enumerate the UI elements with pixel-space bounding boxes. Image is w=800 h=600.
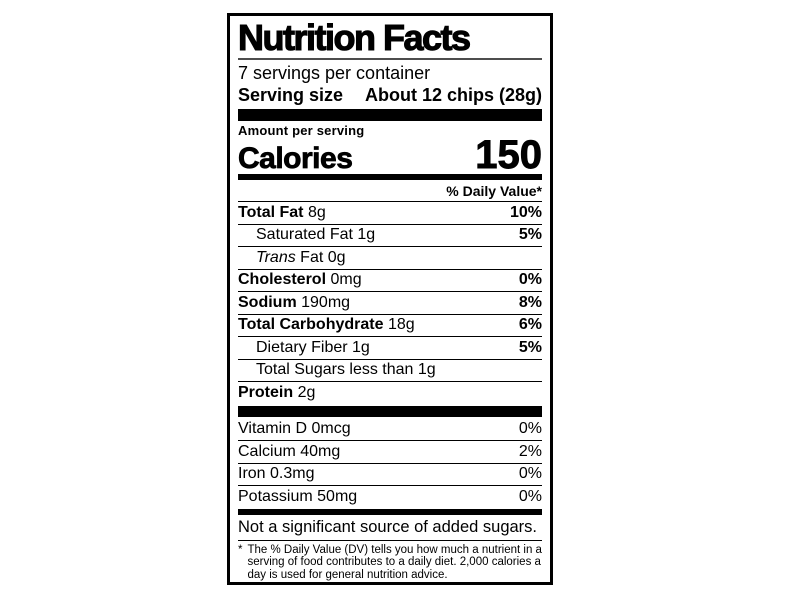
- nutrient-dv: 8%: [518, 293, 542, 311]
- nutrient-name-bold: Sodium: [238, 293, 297, 311]
- nutrient-name-bold: Protein: [238, 383, 294, 401]
- nutrient-name: Cholesterol 0mg: [238, 271, 362, 290]
- footnote-text: The % Daily Value (DV) tells you how muc…: [247, 543, 542, 581]
- amount-per-serving-label: Amount per serving: [238, 123, 365, 138]
- nutrient-amount: 0g: [327, 248, 346, 266]
- nutrient-amount: 2g: [297, 383, 316, 401]
- nutrient-name: Total Fat 8g: [238, 204, 326, 223]
- nutrient-name: Sodium 190mg: [238, 294, 350, 313]
- nutrient-row-total-sugars: Total Sugars less than 1g: [238, 358, 542, 382]
- nutrient-dv: 5%: [518, 226, 542, 243]
- added-sugars-disclaimer: Not a significant source of added sugars…: [238, 517, 538, 536]
- nutrient-name-bold: Total Fat: [238, 203, 304, 221]
- nutrient-dv: 0%: [518, 271, 542, 288]
- nutrient-name: Total Sugars less than 1g: [256, 361, 436, 380]
- nutrient-name-bold: Total Carbohydrate: [238, 316, 384, 333]
- calories-value: 150: [475, 133, 543, 177]
- title-divider: [238, 58, 542, 60]
- thick-divider-bar: [238, 405, 542, 417]
- calories-label: Calories: [238, 142, 354, 176]
- nutrient-name: Dietary Fiber 1g: [256, 339, 370, 358]
- vitamin-amount: 0mcg: [311, 420, 351, 437]
- nutrient-name-bold: Cholesterol: [238, 271, 327, 288]
- calories-row: Calories 150: [238, 133, 543, 177]
- serving-size-row: Serving size About 12 chips (28g): [238, 84, 542, 106]
- nutrient-row-dietary-fiber: Dietary Fiber 1g 5%: [238, 336, 542, 359]
- nutrient-name-text: Saturated Fat: [256, 226, 353, 243]
- nutrient-name-text: Dietary Fiber: [256, 338, 348, 356]
- medium-divider-bar: [238, 174, 542, 180]
- thick-divider-bar: [238, 109, 542, 121]
- vitamin-amount: 50mg: [317, 487, 358, 505]
- vitamin-name-text: Potassium: [238, 487, 313, 505]
- nutrient-amount: 18g: [387, 316, 415, 333]
- nutrient-row-sodium: Sodium 190mg 8%: [238, 291, 542, 314]
- vitamin-name: Vitamin D 0mcg: [238, 420, 351, 439]
- vitamin-name: Iron 0.3mg: [238, 465, 315, 484]
- nutrient-row-cholesterol: Cholesterol 0mg 0%: [238, 268, 542, 292]
- nutrient-amount: 1g: [357, 226, 376, 243]
- vitamin-dv: 0%: [518, 420, 542, 437]
- vitamin-amount: 0.3mg: [270, 465, 315, 482]
- footnote-divider: [238, 539, 542, 541]
- footnote-asterisk: *: [238, 543, 243, 556]
- nutrition-facts-label: Nutrition Facts 7 servings per container…: [227, 13, 553, 585]
- daily-value-footnote: * The % Daily Value (DV) tells you how m…: [238, 541, 542, 582]
- serving-size-value: About 12 chips (28g): [364, 85, 542, 105]
- nutrient-name-italic: Trans: [256, 248, 296, 266]
- vitamin-row-iron: Iron 0.3mg 0%: [238, 462, 542, 486]
- nutrient-amount: 0mg: [330, 271, 362, 288]
- nutrient-row-trans-fat: Trans Fat 0g: [238, 246, 542, 269]
- vitamin-dv: 0%: [518, 465, 542, 482]
- vitamin-dv: 2%: [518, 442, 542, 460]
- nutrient-name: Total Carbohydrate 18g: [238, 316, 415, 335]
- label-title: Nutrition Facts: [237, 17, 471, 58]
- medium-divider-bar: [238, 508, 542, 515]
- nutrient-row-total-fat: Total Fat 8g 10%: [238, 201, 542, 224]
- vitamin-name-text: Iron: [238, 465, 266, 482]
- nutrient-name: Protein 2g: [238, 384, 315, 403]
- nutrient-row-protein: Protein 2g: [238, 381, 542, 404]
- nutrient-amount: 190mg: [301, 293, 351, 311]
- serving-size-label: Serving size: [238, 85, 344, 105]
- nutrient-amount: 8g: [307, 203, 326, 221]
- vitamin-name-text: Calcium: [238, 442, 296, 460]
- nutrient-amount: 1g: [352, 338, 370, 356]
- vitamin-name: Potassium 50mg: [238, 488, 357, 507]
- vitamin-name: Calcium 40mg: [238, 443, 340, 462]
- nutrient-row-saturated-fat: Saturated Fat 1g 5%: [238, 223, 542, 247]
- vitamin-amount: 40mg: [300, 442, 341, 460]
- vitamin-row-potassium: Potassium 50mg 0%: [238, 485, 542, 508]
- nutrient-name-text: Total Sugars: [256, 361, 345, 378]
- vitamin-dv: 0%: [518, 487, 542, 505]
- nutrient-name: Trans Fat 0g: [256, 249, 346, 268]
- nutrient-amount: less than 1g: [349, 361, 436, 378]
- servings-per-container: 7 servings per container: [238, 63, 431, 83]
- nutrient-dv: 5%: [518, 338, 542, 356]
- vitamin-row-calcium: Calcium 40mg 2%: [238, 440, 542, 463]
- nutrient-row-total-carbohydrate: Total Carbohydrate 18g 6%: [238, 313, 542, 337]
- daily-value-header: % Daily Value*: [446, 183, 542, 199]
- nutrient-dv: 10%: [509, 203, 542, 221]
- nutrient-name: Saturated Fat 1g: [256, 226, 375, 245]
- vitamin-name-text: Vitamin D: [238, 420, 308, 437]
- vitamin-row-vitamin-d: Vitamin D 0mcg 0%: [238, 419, 542, 441]
- nutrient-dv: 6%: [518, 316, 542, 333]
- nutrient-name-text: Fat: [300, 248, 324, 266]
